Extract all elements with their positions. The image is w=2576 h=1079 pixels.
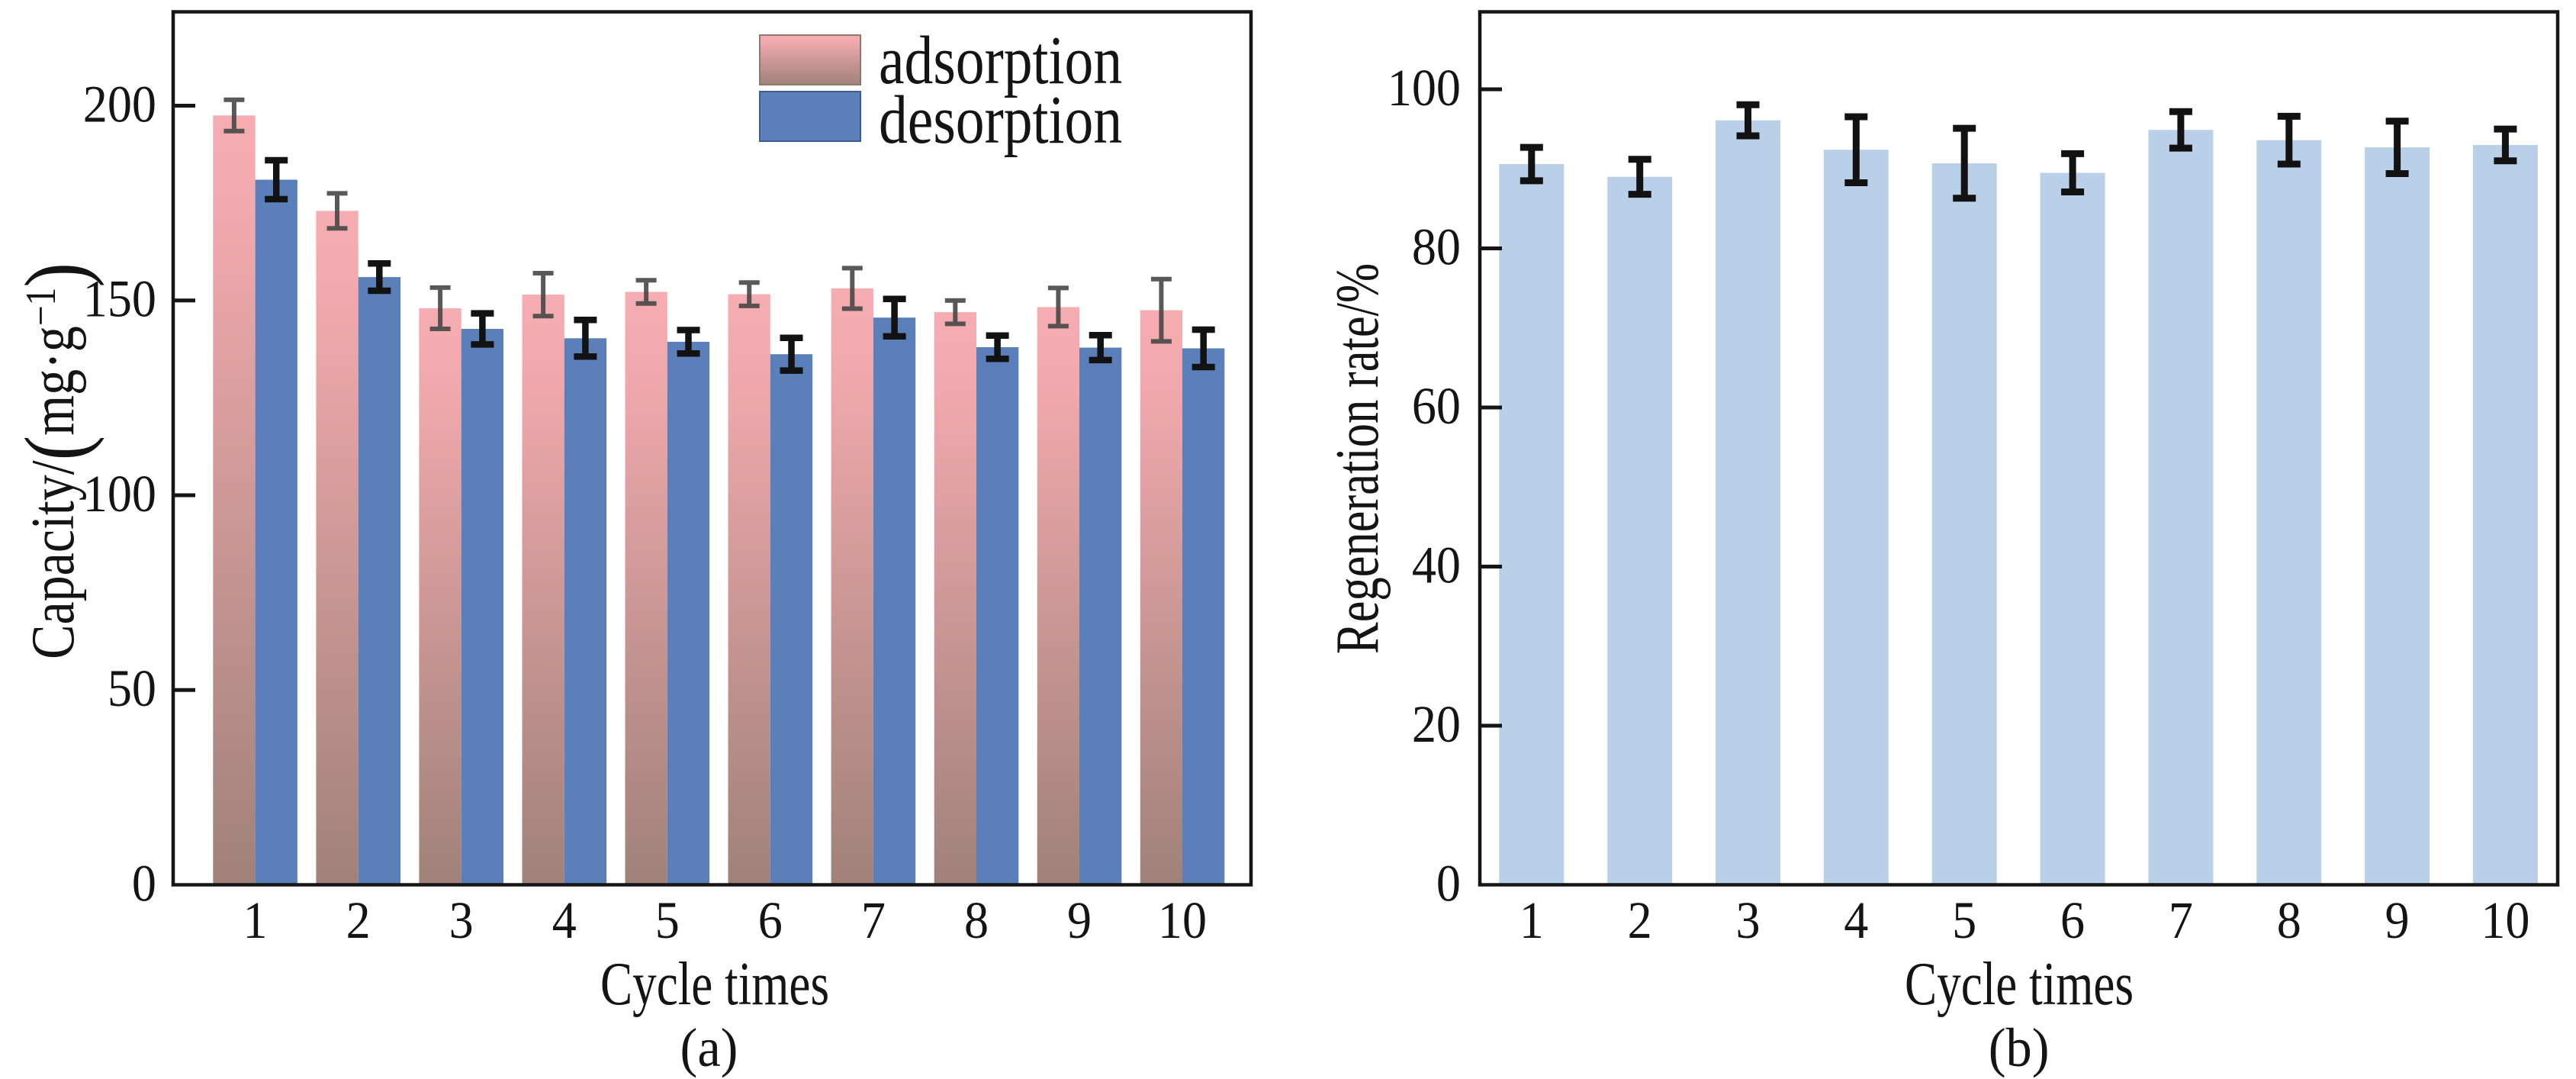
svg-text:9: 9 — [1067, 892, 1092, 950]
svg-text:50: 50 — [108, 660, 156, 718]
svg-text:3: 3 — [449, 892, 474, 950]
svg-text:200: 200 — [83, 76, 156, 134]
svg-text:desorption: desorption — [879, 82, 1122, 158]
svg-text:2: 2 — [346, 892, 371, 950]
svg-text:8: 8 — [964, 892, 989, 950]
svg-text:5: 5 — [655, 892, 680, 950]
svg-text:10: 10 — [2481, 892, 2529, 950]
svg-text:4: 4 — [552, 892, 577, 950]
svg-text:1: 1 — [243, 892, 268, 950]
svg-text:7: 7 — [861, 892, 886, 950]
svg-text:9: 9 — [2385, 892, 2410, 950]
svg-text:3: 3 — [1735, 892, 1760, 950]
svg-text:(a): (a) — [680, 1017, 738, 1078]
svg-text:10: 10 — [1158, 892, 1207, 950]
svg-text:8: 8 — [2277, 892, 2301, 950]
svg-text:80: 80 — [1412, 218, 1461, 276]
svg-text:Regeneration rate/%: Regeneration rate/% — [1323, 263, 1391, 654]
svg-text:(b): (b) — [1989, 1017, 2050, 1078]
svg-text:Cycle times: Cycle times — [600, 950, 829, 1018]
svg-text:40: 40 — [1412, 536, 1461, 594]
svg-text:2: 2 — [1628, 892, 1652, 950]
svg-text:20: 20 — [1412, 696, 1461, 754]
svg-text:60: 60 — [1412, 378, 1461, 436]
svg-text:0: 0 — [1436, 855, 1461, 913]
svg-text:5: 5 — [1952, 892, 1976, 950]
svg-text:100: 100 — [83, 465, 156, 523]
svg-text:1: 1 — [1520, 892, 1544, 950]
svg-text:7: 7 — [2169, 892, 2193, 950]
svg-text:0: 0 — [132, 855, 156, 913]
svg-text:Cycle times: Cycle times — [1905, 950, 2134, 1018]
svg-text:6: 6 — [2060, 892, 2085, 950]
svg-text:adsorption: adsorption — [879, 22, 1122, 98]
svg-text:6: 6 — [758, 892, 783, 950]
svg-text:100: 100 — [1388, 60, 1461, 118]
svg-text:150: 150 — [83, 271, 156, 329]
svg-text:4: 4 — [1844, 892, 1868, 950]
